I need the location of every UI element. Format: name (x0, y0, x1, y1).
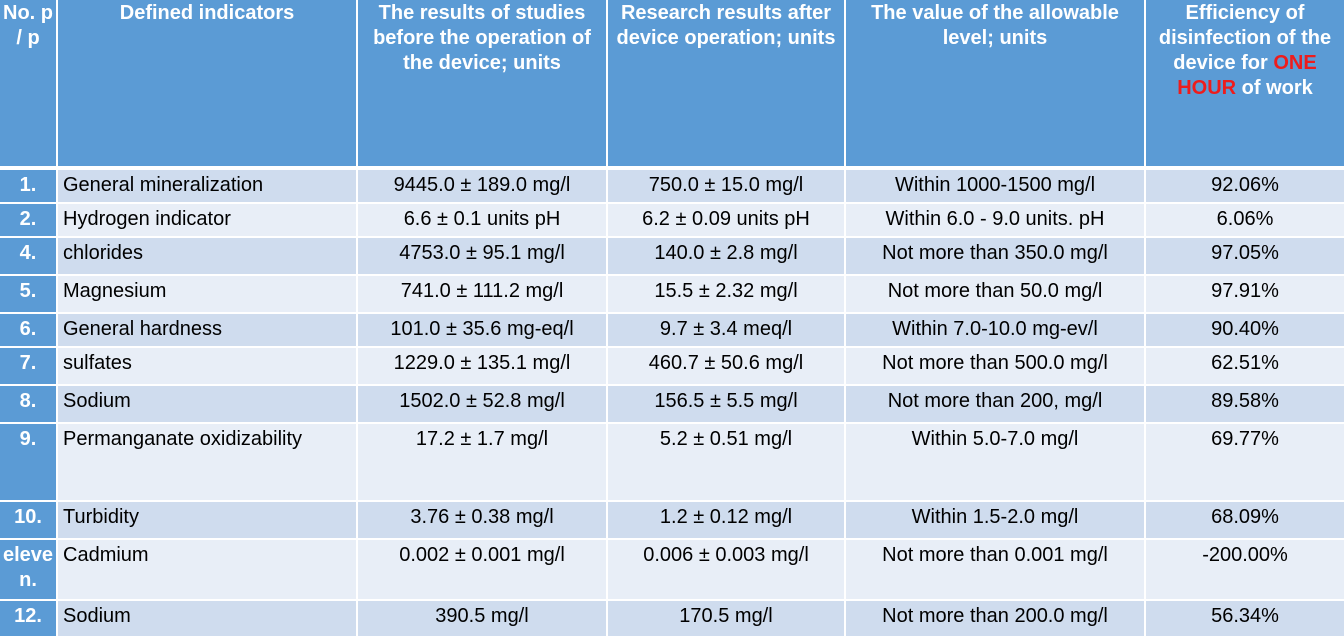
table-row: eleven. Cadmium 0.002 ± 0.001 mg/l 0.006… (0, 540, 1344, 601)
indicator-cell: Sodium (58, 601, 358, 638)
allowable-cell: Not more than 500.0 mg/l (846, 348, 1146, 386)
indicator-cell: sulfates (58, 348, 358, 386)
header-efficiency-pre: Efficiency of disinfection of the device… (1158, 2, 1332, 74)
row-number: 7. (0, 348, 58, 386)
before-cell: 1502.0 ± 52.8 mg/l (358, 386, 608, 424)
table-row: 1. General mineralization 9445.0 ± 189.0… (0, 170, 1344, 204)
allowable-cell: Not more than 50.0 mg/l (846, 276, 1146, 314)
table-row: 5. Magnesium 741.0 ± 111.2 mg/l 15.5 ± 2… (0, 276, 1344, 314)
allowable-cell: Not more than 0.001 mg/l (846, 540, 1146, 601)
indicator-cell: General mineralization (58, 170, 358, 204)
header-efficiency-highlight: ONE HOUR (1177, 52, 1317, 99)
table-row: 2. Hydrogen indicator 6.6 ± 0.1 units pH… (0, 204, 1344, 238)
table-row: 12. Sodium 390.5 mg/l 170.5 mg/l Not mor… (0, 601, 1344, 638)
table-row: 9. Permanganate oxidizability 17.2 ± 1.7… (0, 424, 1344, 502)
indicator-cell: Magnesium (58, 276, 358, 314)
allowable-cell: Within 5.0-7.0 mg/l (846, 424, 1146, 502)
table-row: 4. chlorides 4753.0 ± 95.1 mg/l 140.0 ± … (0, 238, 1344, 276)
efficiency-cell: 56.34% (1146, 601, 1344, 638)
after-cell: 15.5 ± 2.32 mg/l (608, 276, 846, 314)
row-number: 4. (0, 238, 58, 276)
after-cell: 750.0 ± 15.0 mg/l (608, 170, 846, 204)
after-cell: 140.0 ± 2.8 mg/l (608, 238, 846, 276)
efficiency-cell: 92.06% (1146, 170, 1344, 204)
row-number: 9. (0, 424, 58, 502)
header-allowable: The value of the allowable level; units (846, 0, 1146, 170)
allowable-cell: Not more than 200.0 mg/l (846, 601, 1146, 638)
before-cell: 390.5 mg/l (358, 601, 608, 638)
allowable-cell: Within 1000-1500 mg/l (846, 170, 1146, 204)
efficiency-cell: 62.51% (1146, 348, 1344, 386)
indicator-cell: chlorides (58, 238, 358, 276)
row-number: 10. (0, 502, 58, 540)
row-number: 1. (0, 170, 58, 204)
after-cell: 156.5 ± 5.5 mg/l (608, 386, 846, 424)
indicator-cell: Hydrogen indicator (58, 204, 358, 238)
allowable-cell: Not more than 200, mg/l (846, 386, 1146, 424)
before-cell: 101.0 ± 35.6 mg-eq/l (358, 314, 608, 348)
row-number: 8. (0, 386, 58, 424)
before-cell: 741.0 ± 111.2 mg/l (358, 276, 608, 314)
after-cell: 170.5 mg/l (608, 601, 846, 638)
allowable-cell: Within 6.0 - 9.0 units. pH (846, 204, 1146, 238)
header-efficiency: Efficiency of disinfection of the device… (1146, 0, 1344, 170)
indicator-cell: Permanganate oxidizability (58, 424, 358, 502)
indicator-cell: General hardness (58, 314, 358, 348)
header-row: No. p / p Defined indicators The results… (0, 0, 1344, 170)
table-row: 8. Sodium 1502.0 ± 52.8 mg/l 156.5 ± 5.5… (0, 386, 1344, 424)
after-cell: 0.006 ± 0.003 mg/l (608, 540, 846, 601)
after-cell: 6.2 ± 0.09 units pH (608, 204, 846, 238)
indicator-cell: Sodium (58, 386, 358, 424)
indicator-cell: Cadmium (58, 540, 358, 601)
before-cell: 9445.0 ± 189.0 mg/l (358, 170, 608, 204)
efficiency-cell: 68.09% (1146, 502, 1344, 540)
header-num: No. p / p (0, 0, 58, 170)
row-number: 5. (0, 276, 58, 314)
before-cell: 4753.0 ± 95.1 mg/l (358, 238, 608, 276)
allowable-cell: Not more than 350.0 mg/l (846, 238, 1146, 276)
after-cell: 460.7 ± 50.6 mg/l (608, 348, 846, 386)
header-indicator: Defined indicators (58, 0, 358, 170)
efficiency-cell: 6.06% (1146, 204, 1344, 238)
before-cell: 0.002 ± 0.001 mg/l (358, 540, 608, 601)
header-after: Research results after device operation;… (608, 0, 846, 170)
efficiency-cell: 90.40% (1146, 314, 1344, 348)
after-cell: 5.2 ± 0.51 mg/l (608, 424, 846, 502)
table-row: 10. Turbidity 3.76 ± 0.38 mg/l 1.2 ± 0.1… (0, 502, 1344, 540)
allowable-cell: Within 7.0-10.0 mg-ev/l (846, 314, 1146, 348)
before-cell: 3.76 ± 0.38 mg/l (358, 502, 608, 540)
after-cell: 1.2 ± 0.12 mg/l (608, 502, 846, 540)
header-before: The results of studies before the operat… (358, 0, 608, 170)
efficiency-cell: 97.91% (1146, 276, 1344, 314)
indicator-cell: Turbidity (58, 502, 358, 540)
header-efficiency-post: of work (1236, 77, 1313, 99)
before-cell: 17.2 ± 1.7 mg/l (358, 424, 608, 502)
after-cell: 9.7 ± 3.4 meq/l (608, 314, 846, 348)
table-row: 6. General hardness 101.0 ± 35.6 mg-eq/l… (0, 314, 1344, 348)
row-number: eleven. (0, 540, 58, 601)
row-number: 6. (0, 314, 58, 348)
table-row: 7. sulfates 1229.0 ± 135.1 mg/l 460.7 ± … (0, 348, 1344, 386)
efficiency-cell: 97.05% (1146, 238, 1344, 276)
row-number: 12. (0, 601, 58, 638)
efficiency-cell: -200.00% (1146, 540, 1344, 601)
before-cell: 6.6 ± 0.1 units pH (358, 204, 608, 238)
before-cell: 1229.0 ± 135.1 mg/l (358, 348, 608, 386)
allowable-cell: Within 1.5-2.0 mg/l (846, 502, 1146, 540)
efficiency-cell: 89.58% (1146, 386, 1344, 424)
row-number: 2. (0, 204, 58, 238)
efficiency-cell: 69.77% (1146, 424, 1344, 502)
